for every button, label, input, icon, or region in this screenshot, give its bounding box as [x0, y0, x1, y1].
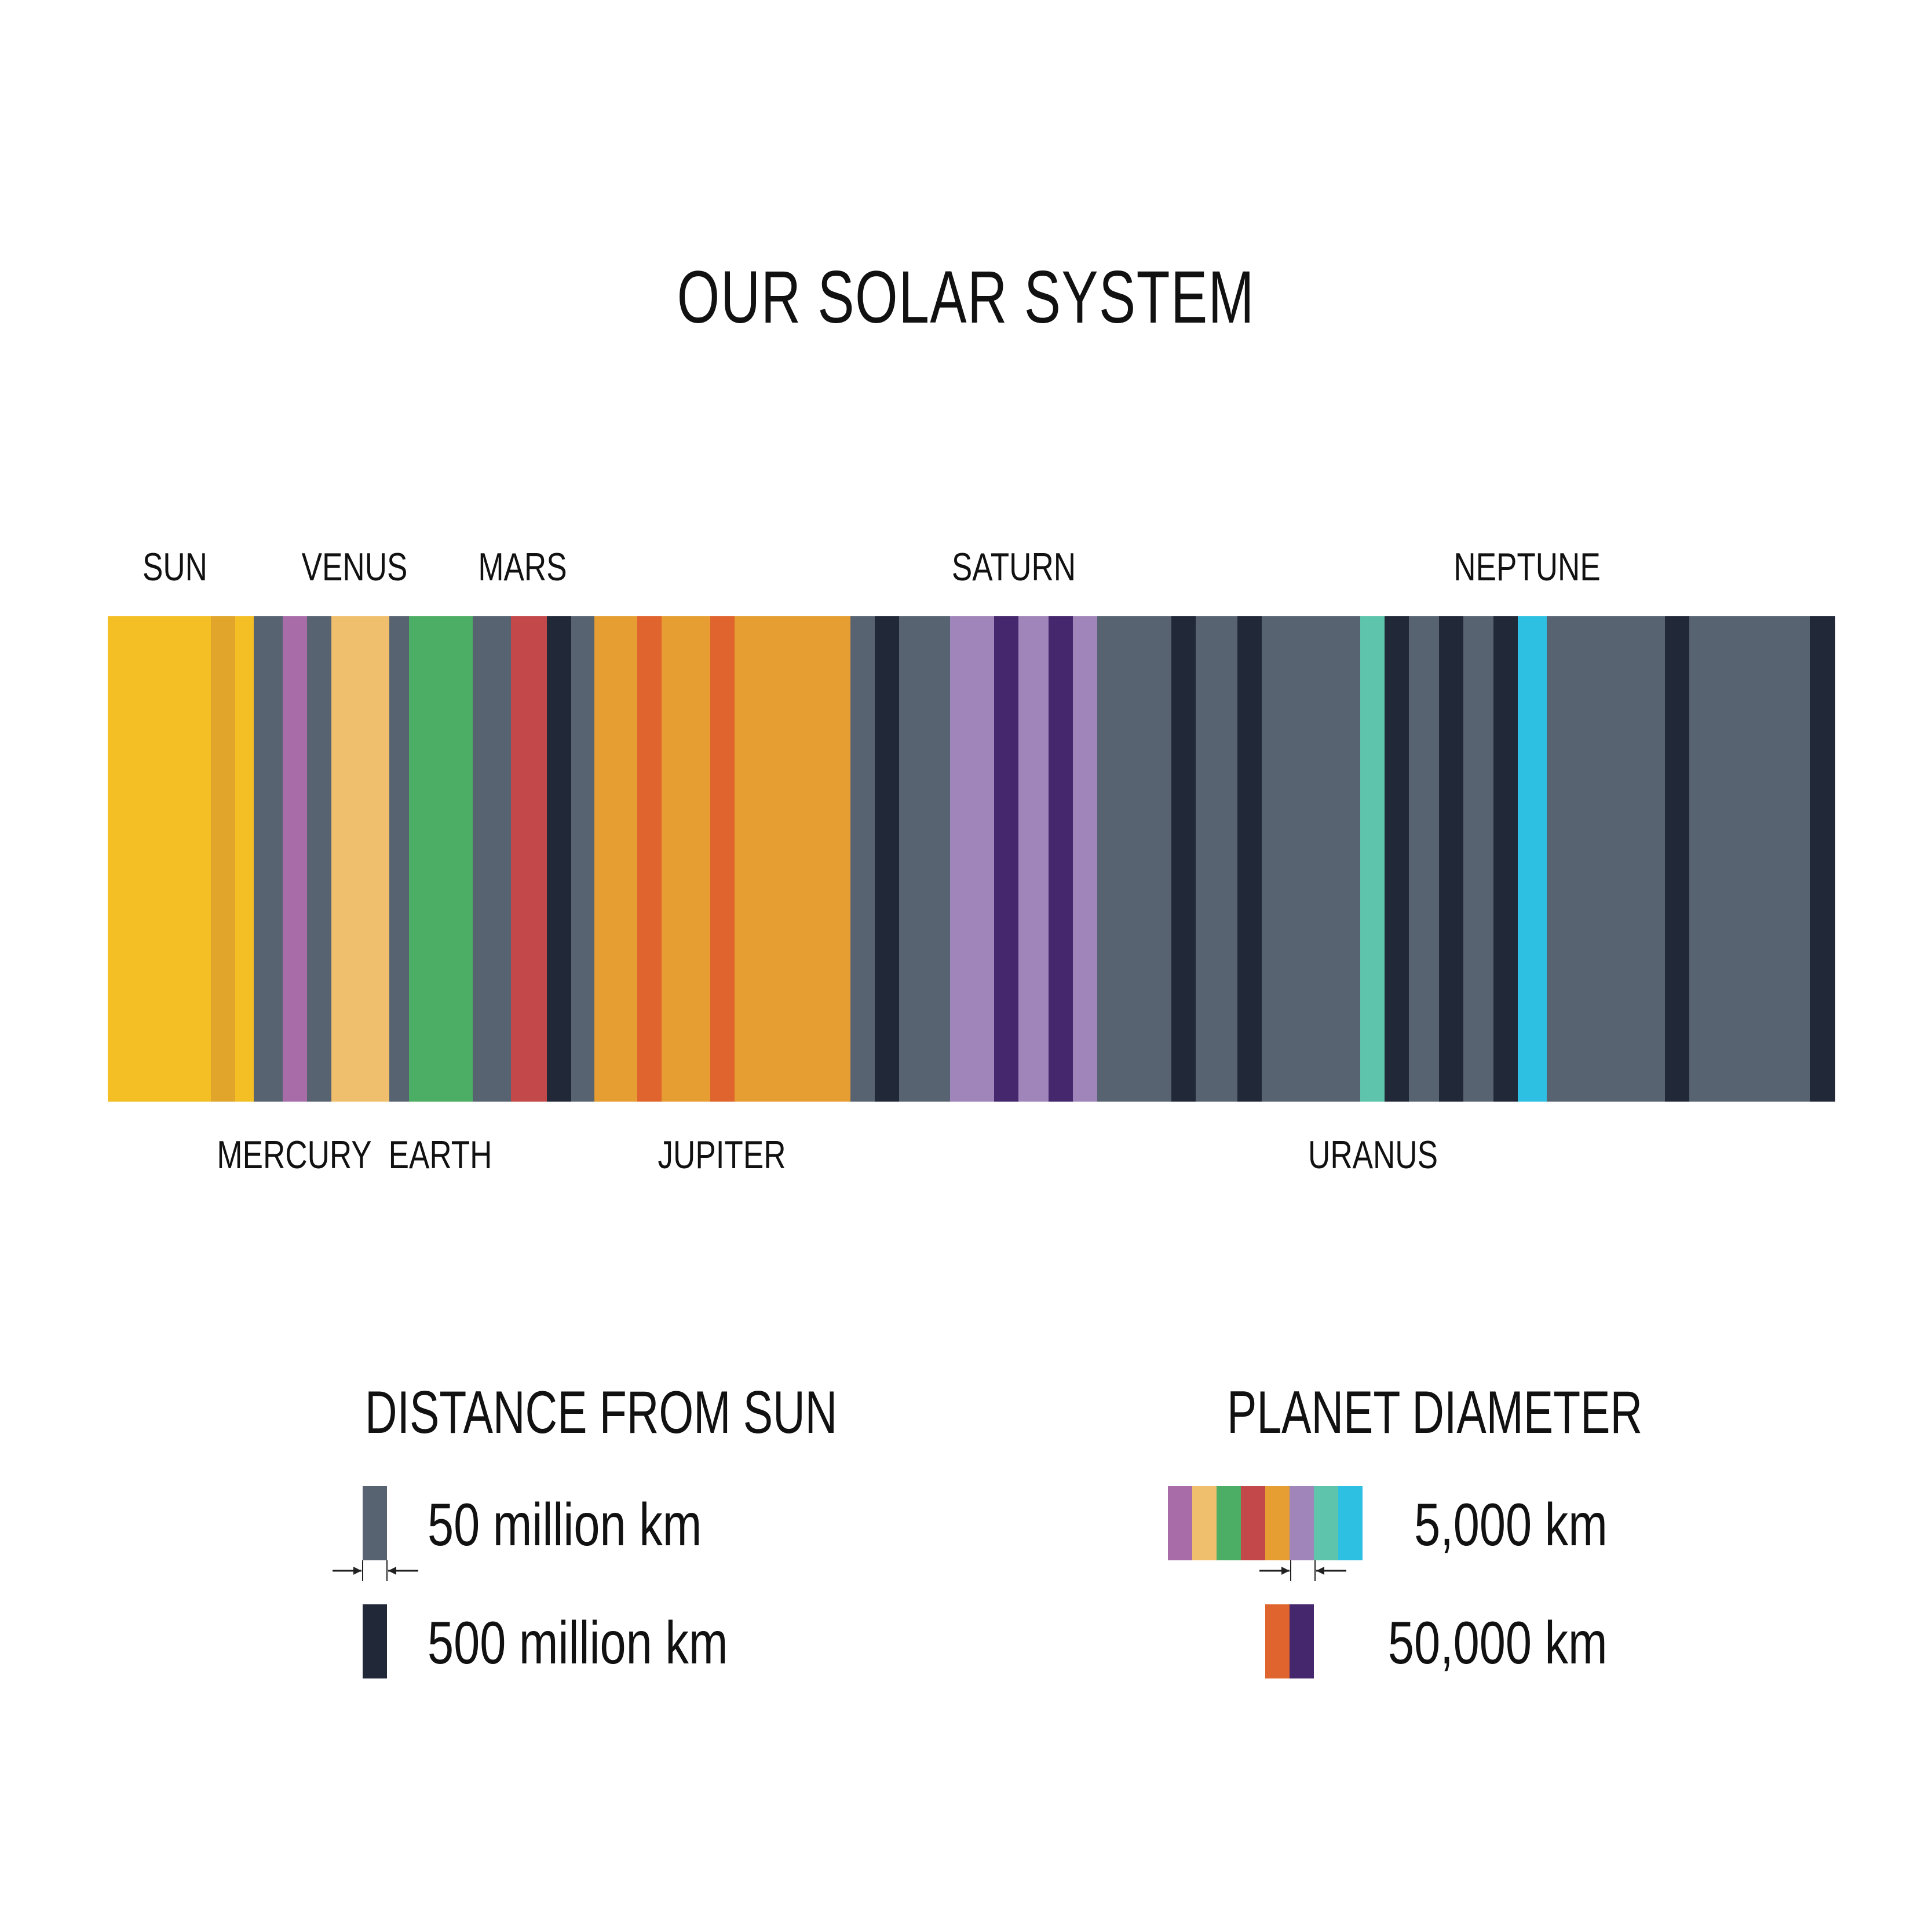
- stripe-gap-500m: [1171, 616, 1196, 1102]
- stripe-gap-500m: [1665, 616, 1689, 1102]
- diameter-50000-swatch: [1265, 1604, 1314, 1678]
- stripe-gap-50m: [1547, 616, 1665, 1102]
- stripe-gap-50m: [473, 616, 511, 1102]
- stripe-neptune: [1518, 616, 1547, 1102]
- stripe-gap-50m: [307, 616, 331, 1102]
- stripe-mars: [511, 616, 547, 1102]
- stripe-gap-500m: [1810, 616, 1835, 1102]
- stripe-gap-50m: [1196, 616, 1237, 1102]
- stripe-saturn: [950, 616, 994, 1102]
- stripe-gap-50m: [1409, 616, 1439, 1102]
- stripe-gap-50m: [899, 616, 950, 1102]
- stripe-saturn: [1018, 616, 1049, 1102]
- stripe-gap-500m: [547, 616, 571, 1102]
- stripe-venus: [331, 616, 389, 1102]
- stripe-gap-50m: [1262, 616, 1360, 1102]
- page-title: OUR SOLAR SYSTEM: [677, 256, 1255, 339]
- stripe-saturn: [1073, 616, 1097, 1102]
- distance-legend-title: DISTANCE FROM SUN: [365, 1379, 838, 1446]
- label-uranus: URANUS: [1308, 1133, 1438, 1177]
- diameter-50000-label: 50,000 km: [1388, 1610, 1608, 1677]
- stripe-gap-500m: [1237, 616, 1262, 1102]
- label-venus: VENUS: [301, 545, 408, 589]
- solar-system-stripe-band: [108, 616, 1835, 1102]
- stripe-jupiter-50k: [637, 616, 662, 1102]
- stripe-gap-50m: [1463, 616, 1493, 1102]
- label-mars: MARS: [478, 545, 567, 589]
- stripe-saturn-50k: [994, 616, 1018, 1102]
- stripe-sun: [108, 616, 211, 1102]
- stripe-saturn-50k: [1049, 616, 1073, 1102]
- distance-50m-swatch: [363, 1486, 387, 1560]
- label-earth: EARTH: [388, 1133, 492, 1177]
- stripe-gap-500m: [1493, 616, 1518, 1102]
- stripe-sun-rim: [211, 616, 235, 1102]
- label-neptune: NEPTUNE: [1453, 545, 1601, 589]
- label-mercury: MERCURY: [217, 1133, 372, 1177]
- label-saturn: SATURN: [951, 545, 1076, 589]
- stripe-earth: [409, 616, 473, 1102]
- stripe-gap-50m: [389, 616, 409, 1102]
- stripe-uranus: [1360, 616, 1385, 1102]
- stripe-gap-50m: [850, 616, 875, 1102]
- diameter-5000-label: 5,000 km: [1414, 1491, 1608, 1559]
- width-arrows-icon: [333, 1560, 418, 1581]
- diameter-5000-swatch: [1168, 1486, 1363, 1560]
- stripe-gap-50m: [254, 616, 283, 1102]
- stripe-jupiter: [662, 616, 710, 1102]
- stripe-gap-50m: [571, 616, 594, 1102]
- distance-500m-swatch: [363, 1604, 387, 1678]
- stripe-gap-500m: [1439, 616, 1463, 1102]
- stripe-sun: [235, 616, 254, 1102]
- diameter-legend-title: PLANET DIAMETER: [1227, 1379, 1643, 1446]
- stripe-jupiter: [735, 616, 850, 1102]
- distance-50m-label: 50 million km: [428, 1491, 702, 1559]
- stripe-mercury: [283, 616, 307, 1102]
- stripe-gap-500m: [1385, 616, 1409, 1102]
- stripe-gap-50m: [1097, 616, 1171, 1102]
- stripe-jupiter-50k: [710, 616, 735, 1102]
- stripe-jupiter: [594, 616, 637, 1102]
- label-jupiter: JUPITER: [658, 1133, 786, 1177]
- distance-500m-label: 500 million km: [428, 1610, 728, 1677]
- stripe-gap-500m: [875, 616, 899, 1102]
- width-arrows-icon: [1259, 1560, 1346, 1581]
- label-sun: SUN: [143, 545, 207, 589]
- stripe-gap-50m: [1689, 616, 1810, 1102]
